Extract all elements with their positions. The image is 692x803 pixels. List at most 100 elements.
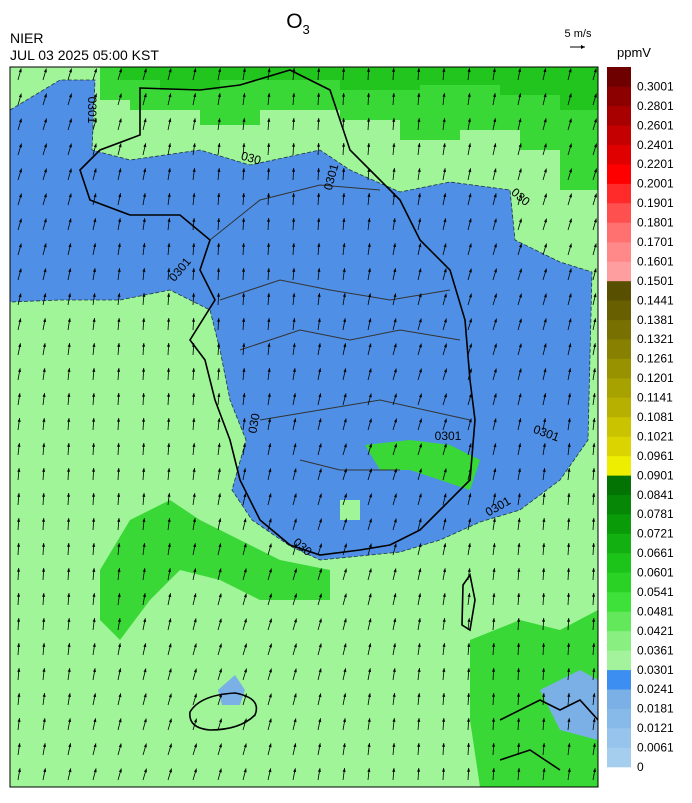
- wind-arrow: [17, 168, 22, 181]
- wind-arrow: [467, 193, 472, 206]
- wind-arrow-head: [43, 168, 47, 173]
- colorbar-bin: [607, 242, 631, 262]
- wind-arrow-head: [317, 293, 321, 297]
- wind-arrow-head: [567, 468, 571, 472]
- wind-arrow-head: [68, 243, 72, 248]
- colorbar-bin: [607, 397, 631, 418]
- wind-arrow: [167, 443, 171, 456]
- colorbar-label: 0.0601: [637, 566, 674, 580]
- wind-arrow-head: [92, 643, 96, 648]
- wind-arrow-head: [117, 568, 121, 572]
- wind-arrow: [92, 518, 96, 531]
- wind-arrow-head: [542, 493, 546, 497]
- wind-arrow-head: [417, 68, 421, 72]
- wind-arrow-head: [67, 668, 71, 672]
- wind-arrow-head: [567, 493, 571, 497]
- wind-arrow: [42, 493, 46, 506]
- wind-arrow: [192, 668, 197, 681]
- wind-arrow-head: [167, 543, 171, 548]
- wind-arrow-head: [443, 268, 447, 273]
- wind-arrow: [117, 293, 121, 306]
- wind-arrow: [517, 418, 522, 431]
- wind-arrow: [117, 543, 121, 556]
- wind-arrow: [292, 418, 297, 431]
- wind-arrow: [292, 93, 296, 106]
- colorbar-label: 0.1441: [637, 293, 674, 307]
- wind-arrow-head: [466, 718, 471, 722]
- wind-arrow: [417, 518, 422, 531]
- wind-arrow: [141, 417, 146, 431]
- wind-arrow-head: [18, 218, 22, 223]
- wind-arrow-head: [17, 393, 21, 398]
- colorbar-label: 0.1801: [637, 216, 674, 230]
- wind-arrow: [342, 743, 346, 756]
- wind-arrow-head: [393, 593, 397, 598]
- wind-arrow-head: [191, 343, 196, 347]
- wind-arrow: [17, 693, 21, 706]
- wind-arrow: [542, 768, 546, 781]
- wind-arrow: [442, 68, 446, 81]
- wind-arrow-head: [443, 193, 447, 198]
- wind-arrow: [67, 668, 71, 681]
- wind-arrow-head: [591, 543, 596, 547]
- wind-arrow: [566, 567, 571, 581]
- wind-arrow: [142, 543, 146, 556]
- wind-arrow-head: [117, 268, 121, 272]
- wind-arrow-head: [241, 218, 246, 222]
- contour-label: 0301: [321, 162, 342, 192]
- wind-arrow: [17, 318, 22, 331]
- wind-arrow-head: [293, 418, 297, 423]
- wind-arrow-head: [467, 543, 471, 548]
- wind-arrow: [442, 143, 446, 156]
- wind-arrow-head: [418, 293, 422, 298]
- wind-arrow: [92, 743, 97, 756]
- wind-arrow-head: [568, 118, 572, 123]
- wind-arrow-head: [568, 193, 572, 198]
- wind-arrow: [217, 568, 222, 581]
- wind-arrow: [542, 68, 547, 81]
- wind-arrow: [342, 343, 347, 356]
- wind-arrow: [216, 317, 221, 331]
- wind-arrow: [542, 368, 547, 381]
- wind-arrow: [117, 743, 122, 756]
- wind-arrow: [142, 243, 146, 256]
- wind-arrow-head: [293, 493, 297, 498]
- colorbar-label: 0.2601: [637, 118, 674, 132]
- wind-arrow: [42, 243, 47, 256]
- wind-arrow: [442, 393, 447, 406]
- wind-arrow: [342, 493, 347, 506]
- wind-arrow: [266, 192, 271, 206]
- colorbar-bin: [607, 592, 631, 612]
- wind-arrow: [292, 718, 297, 731]
- wind-arrow: [467, 68, 471, 81]
- wind-arrow: [117, 68, 122, 81]
- wind-arrow: [17, 143, 22, 156]
- wind-arrow: [367, 643, 372, 656]
- wind-arrow: [267, 643, 272, 656]
- wind-arrow-head: [242, 393, 246, 397]
- title: O3: [286, 10, 310, 37]
- wind-arrow: [242, 368, 246, 381]
- wind-arrow: [117, 218, 122, 231]
- wind-arrow-head: [118, 68, 122, 73]
- wind-arrow-head: [592, 768, 597, 773]
- wind-arrow-head: [567, 668, 571, 672]
- wind-arrow-head: [242, 118, 246, 122]
- wind-arrow-head: [343, 493, 347, 498]
- wind-arrow: [241, 242, 246, 256]
- wind-arrow-head: [542, 743, 546, 747]
- wind-arrow: [192, 718, 197, 731]
- wind-arrow-head: [318, 418, 322, 423]
- wind-arrow: [216, 267, 221, 281]
- wind-arrow-head: [393, 468, 397, 473]
- wind-arrow: [192, 443, 196, 456]
- wind-arrow: [541, 642, 546, 656]
- wind-arrow-head: [492, 93, 497, 98]
- wind-arrow: [567, 468, 571, 481]
- wind-arrow: [92, 768, 97, 781]
- wind-arrow-head: [242, 443, 246, 448]
- wind-arrow-head: [42, 618, 46, 622]
- wind-arrow-head: [368, 668, 372, 673]
- wind-arrow-head: [491, 668, 496, 672]
- wind-arrow: [91, 442, 96, 456]
